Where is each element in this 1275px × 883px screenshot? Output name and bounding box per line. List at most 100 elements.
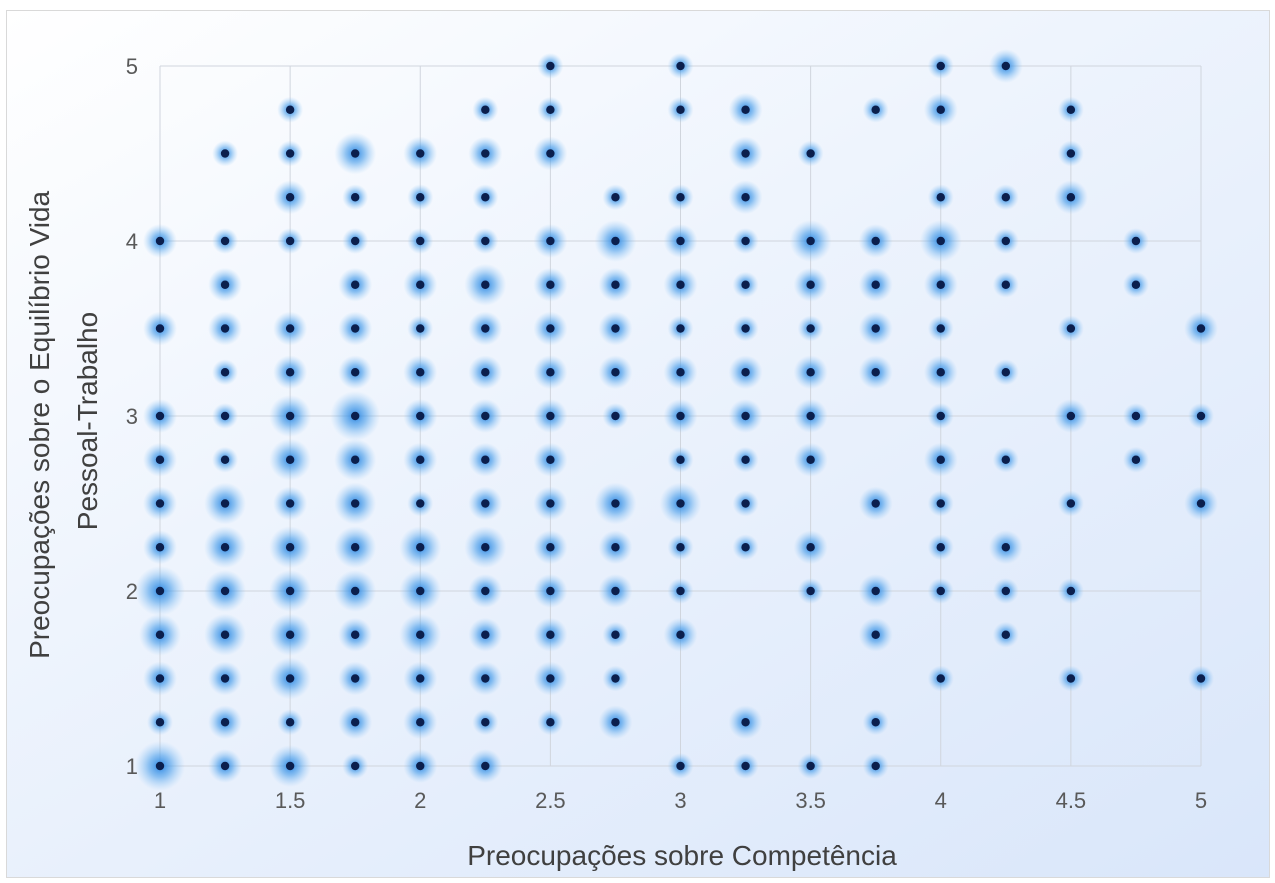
scatter-point-dot <box>871 499 880 508</box>
scatter-point-dot <box>546 105 555 114</box>
scatter-point <box>1057 665 1084 692</box>
scatter-point-dot <box>936 674 945 683</box>
scatter-point <box>732 490 759 517</box>
scatter-point <box>793 267 828 302</box>
scatter-point <box>858 267 893 302</box>
scatter-point <box>399 570 442 612</box>
scatter-point-dot <box>220 586 230 596</box>
scatter-point-dot <box>416 149 425 158</box>
scatter-point-dot <box>350 718 360 727</box>
scatter-point-dot <box>220 674 230 683</box>
scatter-point-dot <box>611 674 620 683</box>
scatter-point <box>992 621 1019 648</box>
y-tick-label: 2 <box>126 579 138 604</box>
scatter-point <box>1184 311 1218 346</box>
scatter-point-dot <box>416 499 425 508</box>
scatter-point <box>407 490 434 517</box>
scatter-point <box>407 184 434 211</box>
scatter-point <box>212 140 239 167</box>
scatter-point-dot <box>285 761 295 771</box>
scatter-point <box>923 267 958 302</box>
scatter-point <box>135 566 185 616</box>
scatter-point-dot <box>546 368 555 377</box>
scatter-point <box>403 355 438 390</box>
scatter-point-dot <box>741 499 750 508</box>
scatter-point-dot <box>481 149 490 158</box>
scatter-point <box>212 403 239 429</box>
scatter-point <box>208 749 243 783</box>
scatter-point-dot <box>481 674 490 683</box>
scatter-point-dot <box>546 499 555 508</box>
scatter-point <box>537 53 564 79</box>
scatter-point-dot <box>676 499 685 508</box>
scatter-point-dot <box>285 105 295 114</box>
scatter-point-dot <box>155 236 165 246</box>
scatter-point-dot <box>741 236 750 246</box>
scatter-point <box>598 705 633 740</box>
scatter-point-dot <box>546 455 555 464</box>
scatter-point-dot <box>350 149 360 158</box>
scatter-point-dot <box>936 61 945 71</box>
scatter-point <box>143 661 177 696</box>
scatter-point <box>663 355 698 390</box>
scatter-point <box>537 96 564 123</box>
scatter-point <box>533 267 568 302</box>
scatter-point-dot <box>936 105 945 114</box>
scatter-point <box>797 578 824 604</box>
scatter-point <box>1053 399 1088 433</box>
scatter-point <box>277 96 304 123</box>
scatter-point <box>1188 665 1214 692</box>
scatter-point-dot <box>416 761 425 771</box>
scatter-point <box>1184 486 1218 521</box>
scatter-point <box>923 355 958 390</box>
scatter-point-dot <box>546 61 555 71</box>
scatter-point-dot <box>936 280 945 289</box>
scatter-point <box>472 709 499 736</box>
scatter-point <box>602 621 629 648</box>
x-tick-label: 2 <box>414 788 426 813</box>
scatter-point <box>330 391 381 441</box>
scatter-point <box>204 482 247 525</box>
scatter-point-dot <box>1001 630 1011 639</box>
scatter-point-dot <box>1131 280 1141 289</box>
scatter-point <box>468 136 503 171</box>
scatter-point-dot <box>350 324 360 333</box>
scatter-point <box>992 184 1019 211</box>
scatter-point-dot <box>806 280 815 289</box>
scatter-point <box>927 578 954 604</box>
x-tick-label: 4 <box>935 788 947 813</box>
scatter-point-dot <box>936 499 945 508</box>
scatter-point <box>728 355 763 390</box>
scatter-point <box>273 355 308 390</box>
scatter-point-dot <box>220 236 230 246</box>
scatter-point <box>923 92 958 127</box>
scatter-point-dot <box>220 718 230 727</box>
y-tick-label: 4 <box>126 229 138 254</box>
scatter-point-dot <box>481 630 490 639</box>
scatter-point-dot <box>806 543 815 552</box>
scatter-point-dot <box>416 368 425 377</box>
scatter-point-dot <box>416 411 425 421</box>
scatter-point-dot <box>611 586 620 596</box>
scatter-point <box>338 617 373 652</box>
scatter-point-dot <box>741 193 750 202</box>
scatter-point <box>594 220 637 262</box>
scatter-point-dot <box>936 368 945 377</box>
scatter-point-dot <box>806 324 815 333</box>
x-tick-label: 1 <box>154 788 166 813</box>
scatter-point <box>537 709 564 736</box>
scatter-point-dot <box>416 193 425 202</box>
scatter-point <box>533 617 568 652</box>
scatter-point-dot <box>806 368 815 377</box>
scatter-point <box>988 530 1023 565</box>
scatter-point-dot <box>611 543 620 552</box>
scatter-point-dot <box>871 368 880 377</box>
scatter-point <box>334 438 377 481</box>
scatter-point <box>732 446 759 473</box>
scatter-point <box>338 355 373 390</box>
scatter-point <box>667 96 694 123</box>
scatter-point-dot <box>741 543 750 552</box>
scatter-point <box>732 534 759 561</box>
scatter-point-dot <box>285 368 295 377</box>
scatter-point-dot <box>1001 193 1011 202</box>
